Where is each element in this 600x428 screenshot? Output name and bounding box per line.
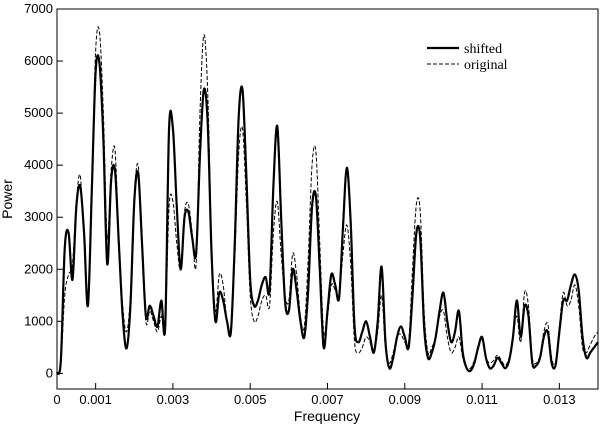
y-tick-label: 6000 (24, 53, 53, 68)
y-axis-title: Power (0, 179, 15, 219)
x-tick-label: 0.013 (543, 392, 576, 407)
y-tick-label: 2000 (24, 261, 53, 276)
y-tick-label: 3000 (24, 209, 53, 224)
x-tick-label: 0.005 (234, 392, 267, 407)
y-tick-label: 4000 (24, 157, 53, 172)
legend-label-shifted: shifted (464, 42, 502, 57)
y-tick-label: 1000 (24, 313, 53, 328)
x-tick-label: 0.001 (79, 392, 112, 407)
y-axis: 0 1000 2000 3000 4000 5000 6000 7000 (24, 1, 63, 380)
series-line-shifted (55, 54, 599, 375)
x-tick-label: 0.007 (311, 392, 344, 407)
plot-frame (56, 8, 599, 390)
y-tick-label: 5000 (24, 105, 53, 120)
series-layer (55, 26, 599, 375)
x-tick-label: 0.003 (157, 392, 190, 407)
legend-label-original: original (464, 58, 508, 73)
x-axis-title: Frequency (294, 408, 360, 424)
y-tick-label: 0 (46, 365, 53, 380)
x-tick-label: 0 (53, 392, 60, 407)
y-tick-label: 7000 (24, 1, 53, 16)
x-tick-label: 0.011 (466, 392, 498, 407)
legend: shifted original (427, 42, 508, 73)
x-tick-label: 0.009 (389, 392, 422, 407)
x-axis: 0 0.001 0.003 0.005 0.007 0.009 0.011 0.013 (53, 383, 576, 407)
